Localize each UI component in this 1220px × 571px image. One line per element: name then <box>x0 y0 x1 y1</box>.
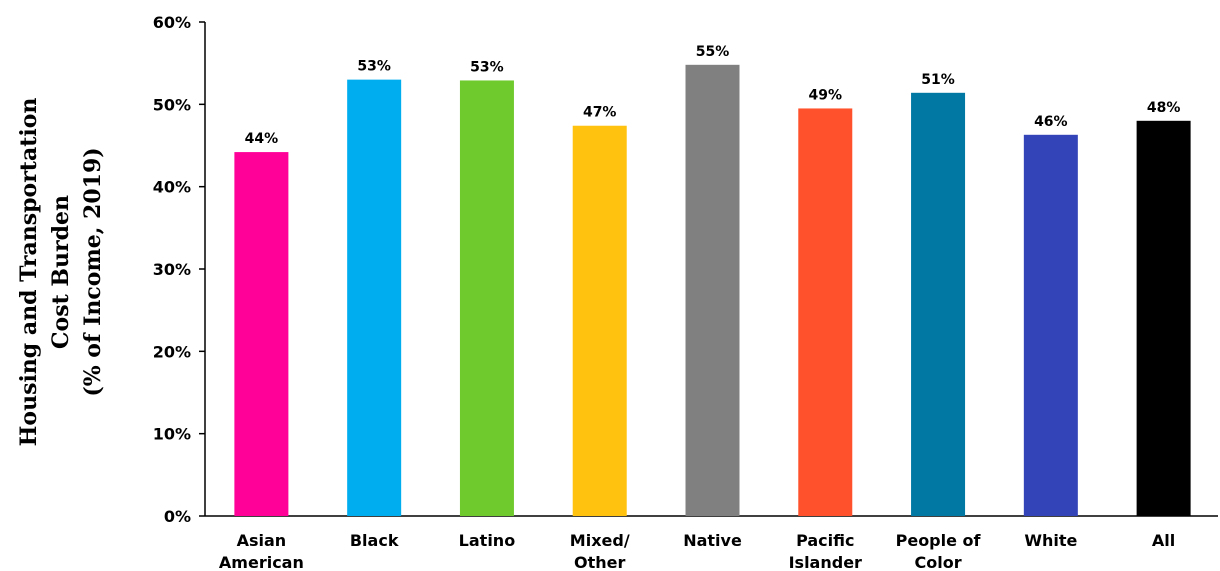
y-tick-label: 10% <box>153 425 191 444</box>
data-label: 53% <box>470 59 504 75</box>
category-label: Asian <box>237 531 287 550</box>
category-label: Islander <box>789 553 862 571</box>
bars <box>234 64 1191 517</box>
data-label: 53% <box>357 59 391 75</box>
y-axis-label: Housing and Transportation Cost Burden (… <box>16 98 106 447</box>
bar <box>1136 120 1191 517</box>
y-tick-label: 40% <box>153 178 191 197</box>
category-label: Pacific <box>796 531 854 550</box>
category-label: Black <box>350 531 399 550</box>
bar <box>911 92 966 516</box>
bar <box>347 79 402 516</box>
data-label: 49% <box>809 87 843 103</box>
y-tick-label: 30% <box>153 260 191 279</box>
bar <box>234 152 289 516</box>
category-label: All <box>1152 531 1175 550</box>
data-label: 47% <box>583 105 617 121</box>
category-label: Mixed/ <box>570 531 630 550</box>
y-tick-label: 20% <box>153 342 191 361</box>
bar <box>1023 134 1078 516</box>
y-axis-label-line-1: Housing and Transportation <box>16 98 42 447</box>
data-label: 44% <box>245 131 279 147</box>
category-label: Other <box>574 553 625 571</box>
category-label: People of <box>896 531 982 550</box>
y-axis-label-line-2: Cost Burden <box>48 195 74 349</box>
data-label: 55% <box>696 44 730 60</box>
data-labels: 44% 53% 53% 47% 55% 49% 51% 46% 48% <box>245 44 1181 147</box>
bar <box>798 108 853 516</box>
category-label: Color <box>915 553 962 571</box>
y-tick-label: 0% <box>164 507 191 526</box>
category-label: White <box>1024 531 1077 550</box>
y-tick-label: 50% <box>153 95 191 114</box>
y-axis: 0% 10% 20% 30% 40% 50% 60% <box>153 13 206 526</box>
category-label: American <box>219 553 304 571</box>
category-label: Latino <box>459 531 516 550</box>
y-tick-label: 60% <box>153 13 191 32</box>
bar <box>685 64 740 517</box>
y-axis-label-line-3: (% of Income, 2019) <box>80 147 106 396</box>
bar <box>572 125 627 517</box>
data-label: 48% <box>1147 100 1181 116</box>
data-label: 46% <box>1034 114 1068 130</box>
category-label: Native <box>683 531 742 550</box>
bar <box>459 80 514 516</box>
category-labels: Asian American Black Latino Mixed/Other Nativ… <box>219 531 1175 571</box>
data-label: 51% <box>921 72 955 88</box>
